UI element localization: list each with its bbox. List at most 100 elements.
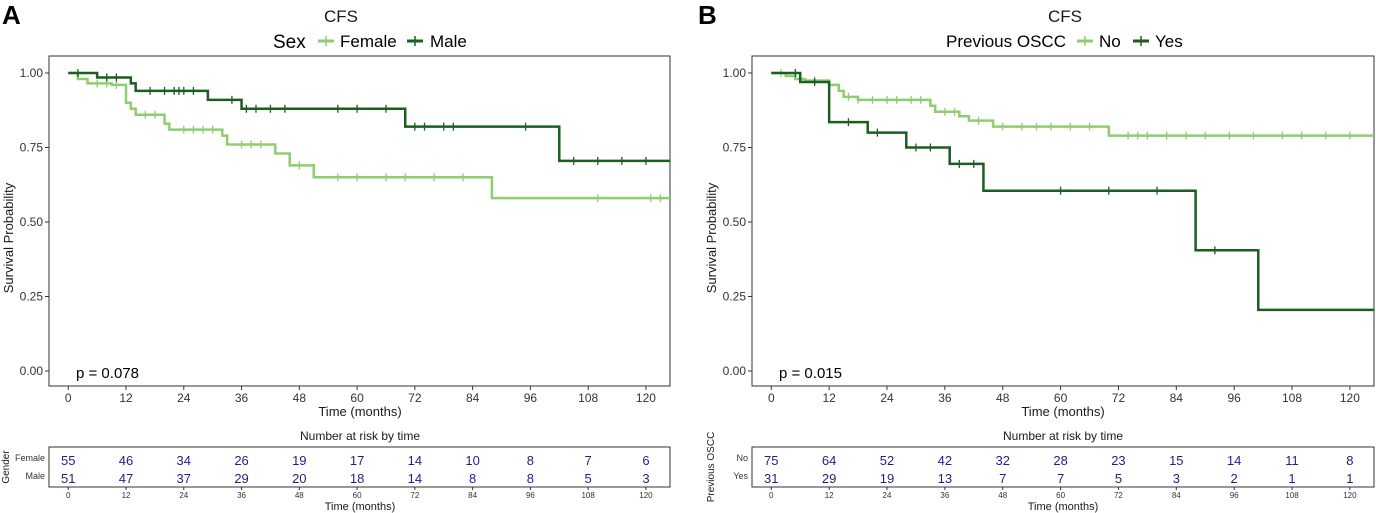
panel-a-legend-title: Sex <box>273 32 306 53</box>
x-tick-label: 24 <box>880 391 894 405</box>
y-tick-label: 0.25 <box>20 290 44 304</box>
risk-value: 14 <box>408 471 422 486</box>
risk-value: 10 <box>465 453 479 468</box>
risk-value: 1 <box>1288 471 1295 486</box>
risk-x-tick-label: 36 <box>237 491 246 500</box>
risk-x-tick-label: 24 <box>883 491 892 500</box>
risk-x-tick-label: 96 <box>1230 491 1239 500</box>
risk-value: 5 <box>585 471 592 486</box>
panel-a-p-value: p = 0.078 <box>76 365 139 382</box>
risk-value: 31 <box>764 471 778 486</box>
panel-a-plot-frame <box>48 55 671 387</box>
panel-b-risk-group-no: No <box>736 453 748 463</box>
panel-b-risk-title: Number at risk by time <box>1003 429 1123 443</box>
risk-x-tick-label: 48 <box>998 491 1007 500</box>
risk-value: 15 <box>1169 453 1183 468</box>
panel-b-curves <box>771 69 1374 312</box>
panel-a-risk-group-axis-label: Gender <box>1 450 12 484</box>
risk-value: 19 <box>880 471 894 486</box>
km-curve-male <box>68 71 670 163</box>
x-tick-label: 60 <box>350 391 364 405</box>
risk-value: 47 <box>119 471 133 486</box>
x-tick-label: 0 <box>65 391 72 405</box>
legend-label-male: Male <box>430 32 467 51</box>
risk-value: 1 <box>1346 471 1353 486</box>
x-tick-label: 120 <box>636 391 656 405</box>
risk-x-tick-label: 48 <box>295 491 304 500</box>
risk-value: 6 <box>642 453 649 468</box>
risk-value: 7 <box>999 471 1006 486</box>
risk-x-tick-label: 60 <box>1056 491 1065 500</box>
x-tick-label: 96 <box>524 391 538 405</box>
risk-value: 64 <box>822 453 836 468</box>
risk-value: 3 <box>642 471 649 486</box>
risk-value: 8 <box>1346 453 1353 468</box>
panel-b-risk-frame <box>751 446 1375 488</box>
panel-b-x-axis-label: Time (months) <box>1021 404 1104 419</box>
risk-x-tick-label: 12 <box>825 491 834 500</box>
x-tick-label: 96 <box>1227 391 1241 405</box>
panel-a-x-ticks: 0 12 24 36 48 60 72 84 96 108 120 <box>65 386 656 405</box>
risk-x-tick-label: 108 <box>581 491 595 500</box>
risk-value: 19 <box>292 453 306 468</box>
risk-x-tick-label: 96 <box>526 491 535 500</box>
risk-value: 32 <box>995 453 1009 468</box>
y-tick-label: 0.00 <box>723 364 747 378</box>
x-tick-label: 48 <box>293 391 307 405</box>
risk-x-tick-label: 60 <box>353 491 362 500</box>
risk-value: 29 <box>234 471 248 486</box>
risk-value: 13 <box>938 471 952 486</box>
risk-value: 75 <box>764 453 778 468</box>
y-tick-label: 1.00 <box>723 66 747 80</box>
panel-b: B CFS Previous OSCC No Yes Survival Prob… <box>698 0 1375 513</box>
panel-a-x-axis-label: Time (months) <box>318 404 401 419</box>
panel-a-y-ticks: 0.00 0.25 0.50 0.75 1.00 <box>20 66 49 378</box>
panel-b-risk-group-yes: Yes <box>733 471 748 481</box>
risk-value: 8 <box>527 453 534 468</box>
risk-x-tick-label: 0 <box>769 491 774 500</box>
y-tick-label: 1.00 <box>20 66 44 80</box>
risk-x-tick-label: 24 <box>179 491 188 500</box>
risk-value: 52 <box>880 453 894 468</box>
panel-a-risk-group-female: Female <box>15 453 45 463</box>
risk-value: 42 <box>938 453 952 468</box>
risk-x-tick-label: 72 <box>1114 491 1123 500</box>
risk-value: 8 <box>527 471 534 486</box>
x-tick-label: 36 <box>235 391 249 405</box>
x-tick-label: 108 <box>1282 391 1302 405</box>
panel-b-risk-values: 75 64 52 42 32 28 23 15 14 11 831 29 19 13 7 7 5 3 2 1 10 12 2… <box>764 453 1357 500</box>
risk-value: 20 <box>292 471 306 486</box>
panel-b-title: CFS <box>1048 7 1082 26</box>
risk-value: 11 <box>1285 453 1299 468</box>
risk-value: 2 <box>1231 471 1238 486</box>
panel-b-y-ticks: 0.00 0.25 0.50 0.75 1.00 <box>723 66 752 378</box>
panel-b-p-value: p = 0.015 <box>779 365 842 382</box>
panel-b-y-axis-label: Survival Probability <box>704 182 719 293</box>
x-tick-label: 0 <box>768 391 775 405</box>
km-curve-yes <box>771 71 1374 312</box>
risk-x-tick-label: 0 <box>66 491 71 500</box>
risk-value: 28 <box>1053 453 1067 468</box>
panel-a-y-axis-label: Survival Probability <box>1 182 16 293</box>
x-tick-label: 12 <box>822 391 836 405</box>
risk-value: 34 <box>177 453 191 468</box>
risk-value: 26 <box>234 453 248 468</box>
panel-b-legend: Previous OSCC No Yes <box>946 32 1183 51</box>
y-tick-label: 0.25 <box>723 290 747 304</box>
x-tick-label: 36 <box>938 391 952 405</box>
y-tick-label: 0.50 <box>723 215 747 229</box>
x-tick-label: 84 <box>1170 391 1184 405</box>
risk-value: 14 <box>408 453 422 468</box>
panel-a-risk-title: Number at risk by time <box>300 429 420 443</box>
x-tick-label: 60 <box>1054 391 1068 405</box>
risk-x-tick-label: 36 <box>940 491 949 500</box>
risk-x-tick-label: 72 <box>410 491 419 500</box>
risk-x-tick-label: 84 <box>468 491 477 500</box>
risk-value: 18 <box>350 471 364 486</box>
risk-value: 37 <box>177 471 191 486</box>
x-tick-label: 12 <box>119 391 133 405</box>
risk-value: 5 <box>1115 471 1122 486</box>
panel-a-legend: Sex Female Male <box>273 32 467 53</box>
panel-a-risk-frame <box>48 446 671 488</box>
